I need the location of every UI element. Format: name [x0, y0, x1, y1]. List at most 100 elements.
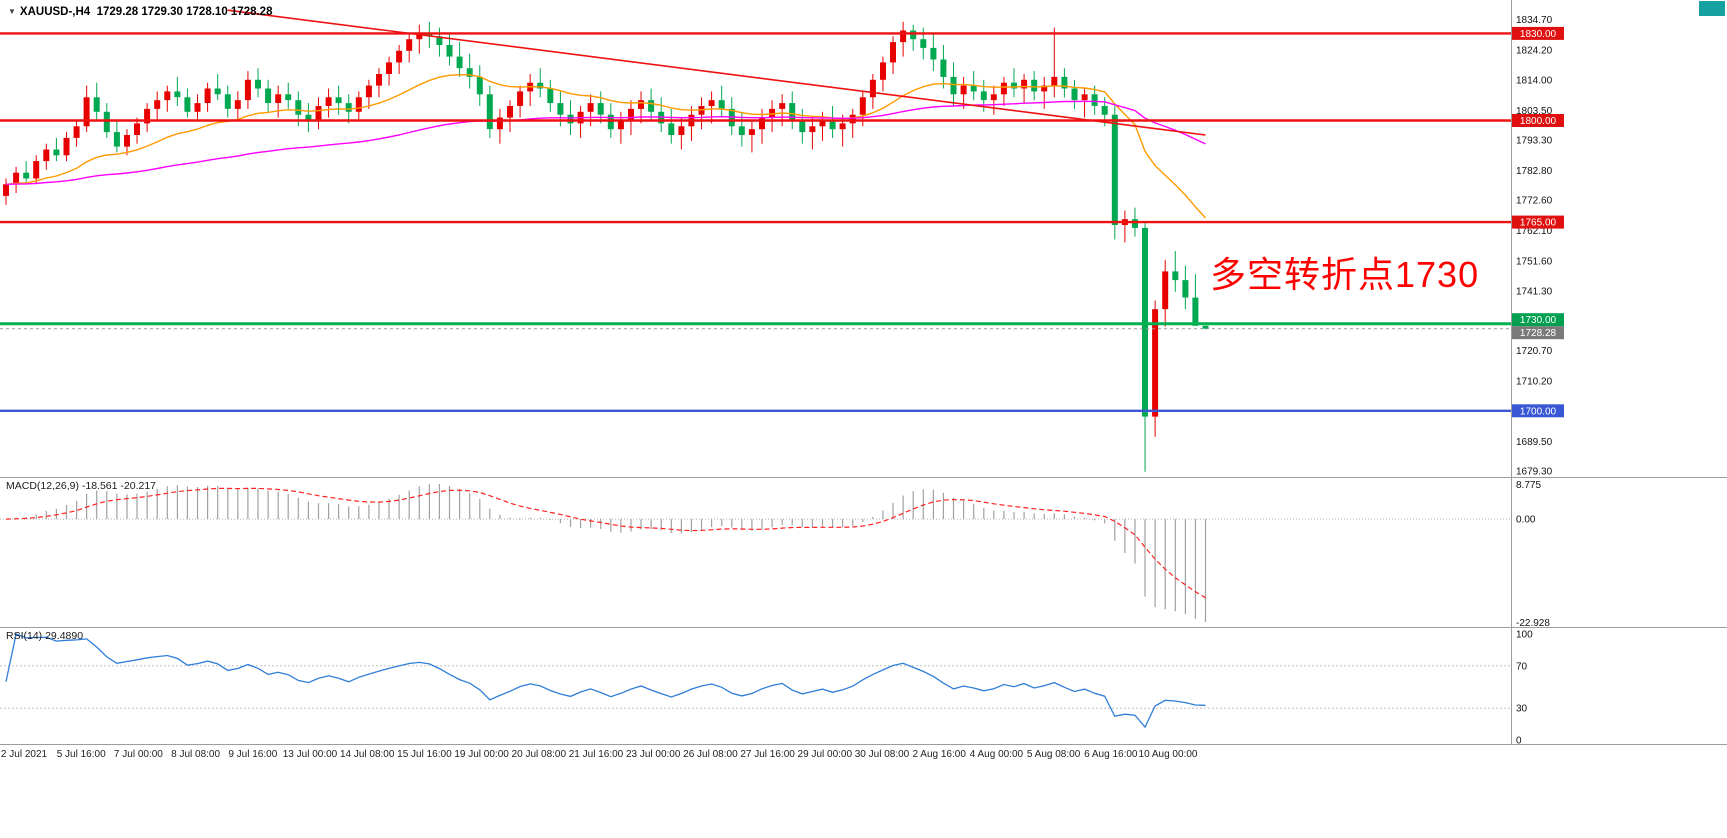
- price-badge-label: 1800.00: [1520, 116, 1557, 127]
- rsi-indicator-label: RSI(14) 29.4890: [6, 630, 84, 642]
- candle-body: [648, 100, 655, 112]
- candle-body: [617, 120, 624, 130]
- candle-body: [1041, 85, 1048, 92]
- candle-body: [396, 50, 403, 63]
- candle-body: [244, 79, 251, 101]
- candle-body: [134, 123, 140, 135]
- candle-body: [365, 85, 372, 98]
- price-badge-label: 1730.00: [1520, 315, 1557, 326]
- time-axis-label: 15 Jul 16:00: [397, 749, 452, 760]
- candle-body: [406, 39, 413, 51]
- price-tick-label: 1814.00: [1516, 75, 1553, 86]
- candle-body: [809, 126, 816, 133]
- candle-body: [1011, 82, 1017, 89]
- price-tick-label: 1834.70: [1516, 15, 1553, 26]
- time-axis-label: 5 Jul 16:00: [57, 749, 106, 760]
- candle-body: [83, 97, 90, 127]
- candle-body: [124, 135, 130, 147]
- price-tick-label: 1679.30: [1516, 466, 1553, 477]
- candle-body: [496, 117, 503, 130]
- price-badge: [1512, 404, 1564, 418]
- time-axis-label: 23 Jul 00:00: [626, 749, 681, 760]
- ma-slow-magenta: [5, 100, 1206, 185]
- candle-body: [265, 88, 272, 103]
- time-axis-label: 9 Jul 16:00: [228, 749, 277, 760]
- candle-body: [184, 97, 191, 112]
- candle-body: [829, 120, 836, 130]
- candle-body: [1152, 309, 1159, 417]
- candle-body: [275, 94, 282, 103]
- candle-body: [970, 85, 977, 92]
- candle-body: [3, 184, 9, 196]
- bar-direction-icon: ▼: [8, 7, 16, 16]
- time-axis-label: 27 Jul 16:00: [740, 749, 795, 760]
- price-badge-label: 1765.00: [1520, 218, 1557, 229]
- candle-body: [43, 149, 50, 162]
- candle-body: [628, 108, 634, 121]
- candle-body: [1111, 114, 1118, 225]
- price-badge-label: 1728.28: [1520, 328, 1557, 339]
- price-tick-label: 1793.30: [1516, 135, 1553, 146]
- candle-body: [1021, 79, 1028, 89]
- price-annotation[interactable]: 多空转折点1730: [1210, 254, 1480, 295]
- macd-signal-line: [5, 487, 1206, 599]
- candle-body: [1051, 76, 1058, 86]
- candle-body: [63, 137, 70, 156]
- time-axis-label: 7 Jul 00:00: [114, 749, 163, 760]
- time-axis-label: 20 Jul 08:00: [512, 749, 567, 760]
- time-axis-label: 21 Jul 16:00: [569, 749, 624, 760]
- candle-body: [1132, 219, 1138, 228]
- price-tick-label: 1741.30: [1516, 286, 1553, 297]
- candle-body: [355, 97, 362, 112]
- candle-body: [174, 91, 181, 98]
- candle-body: [940, 59, 947, 77]
- time-axis-label: 2 Aug 16:00: [913, 749, 967, 760]
- candle-body: [224, 94, 231, 109]
- candle-body: [1172, 271, 1179, 281]
- candle-body: [799, 120, 806, 133]
- macd-tick-label: 0.00: [1516, 515, 1536, 526]
- price-badge-label: 1700.00: [1520, 406, 1557, 417]
- candle-body: [386, 62, 392, 74]
- price-badge: [1512, 215, 1564, 229]
- candle-body: [537, 82, 544, 89]
- candle-body: [154, 100, 161, 109]
- candle-body: [789, 103, 796, 121]
- ma-fast-orange: [5, 73, 1207, 219]
- candle-body: [305, 114, 312, 121]
- candle-body: [255, 79, 261, 89]
- candle-body: [285, 94, 292, 101]
- candle-body: [980, 91, 987, 101]
- candle-body: [547, 88, 554, 103]
- candle-body: [73, 126, 80, 138]
- candlestick-series: [3, 21, 1209, 472]
- candle-body: [1000, 82, 1007, 95]
- candle-body: [738, 126, 745, 135]
- candle-body: [507, 106, 513, 118]
- time-axis-label: 10 Aug 00:00: [1139, 749, 1198, 760]
- candle-body: [880, 62, 886, 80]
- time-axis-label: 29 Jul 00:00: [798, 749, 853, 760]
- candle-body: [990, 94, 997, 101]
- candle-body: [839, 123, 846, 130]
- candle-body: [345, 103, 352, 112]
- candle-body: [295, 100, 302, 115]
- candle-body: [103, 111, 110, 133]
- descending-trendline[interactable]: [227, 9, 1206, 136]
- candle-body: [164, 91, 171, 101]
- candle-body: [597, 103, 604, 115]
- candle-body: [426, 33, 433, 37]
- candle-body: [900, 30, 907, 43]
- candle-body: [910, 30, 917, 40]
- candle-body: [1162, 271, 1169, 310]
- time-axis-label: 4 Aug 00:00: [970, 749, 1024, 760]
- time-axis-label: 5 Aug 08:00: [1027, 749, 1081, 760]
- candle-body: [607, 114, 614, 130]
- candle-body: [416, 33, 423, 40]
- macd-tick-label: -22.928: [1516, 618, 1550, 629]
- candle-body: [446, 45, 453, 57]
- price-badge: [1512, 26, 1564, 40]
- price-tick-label: 1782.80: [1516, 166, 1553, 177]
- macd-tick-label: 8.775: [1516, 480, 1541, 491]
